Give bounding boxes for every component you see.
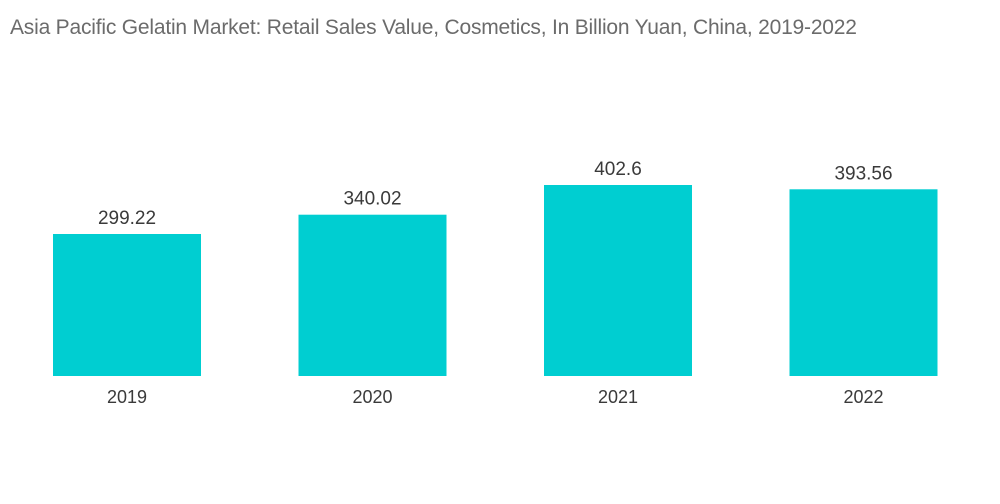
x-tick-label-2022: 2022 bbox=[843, 387, 883, 407]
value-labels-layer: 299.22 340.02 402.6 393.56 bbox=[98, 159, 893, 229]
x-tick-label-2020: 2020 bbox=[352, 387, 392, 407]
bar-2020 bbox=[298, 214, 447, 376]
value-label-2022: 393.56 bbox=[834, 163, 892, 184]
value-label-2021: 402.6 bbox=[594, 159, 642, 180]
x-tick-label-2019: 2019 bbox=[107, 387, 147, 407]
chart-title: Asia Pacific Gelatin Market: Retail Sale… bbox=[10, 16, 857, 39]
bar-2021 bbox=[544, 185, 692, 376]
bars-layer bbox=[53, 185, 938, 376]
x-tick-label-2021: 2021 bbox=[598, 387, 638, 407]
x-axis-ticks: 2019 2020 2021 2022 bbox=[107, 387, 884, 407]
value-label-2020: 340.02 bbox=[343, 189, 401, 210]
value-label-2019: 299.22 bbox=[98, 208, 156, 229]
bar-2022 bbox=[789, 189, 938, 376]
bar-2019 bbox=[53, 234, 201, 376]
